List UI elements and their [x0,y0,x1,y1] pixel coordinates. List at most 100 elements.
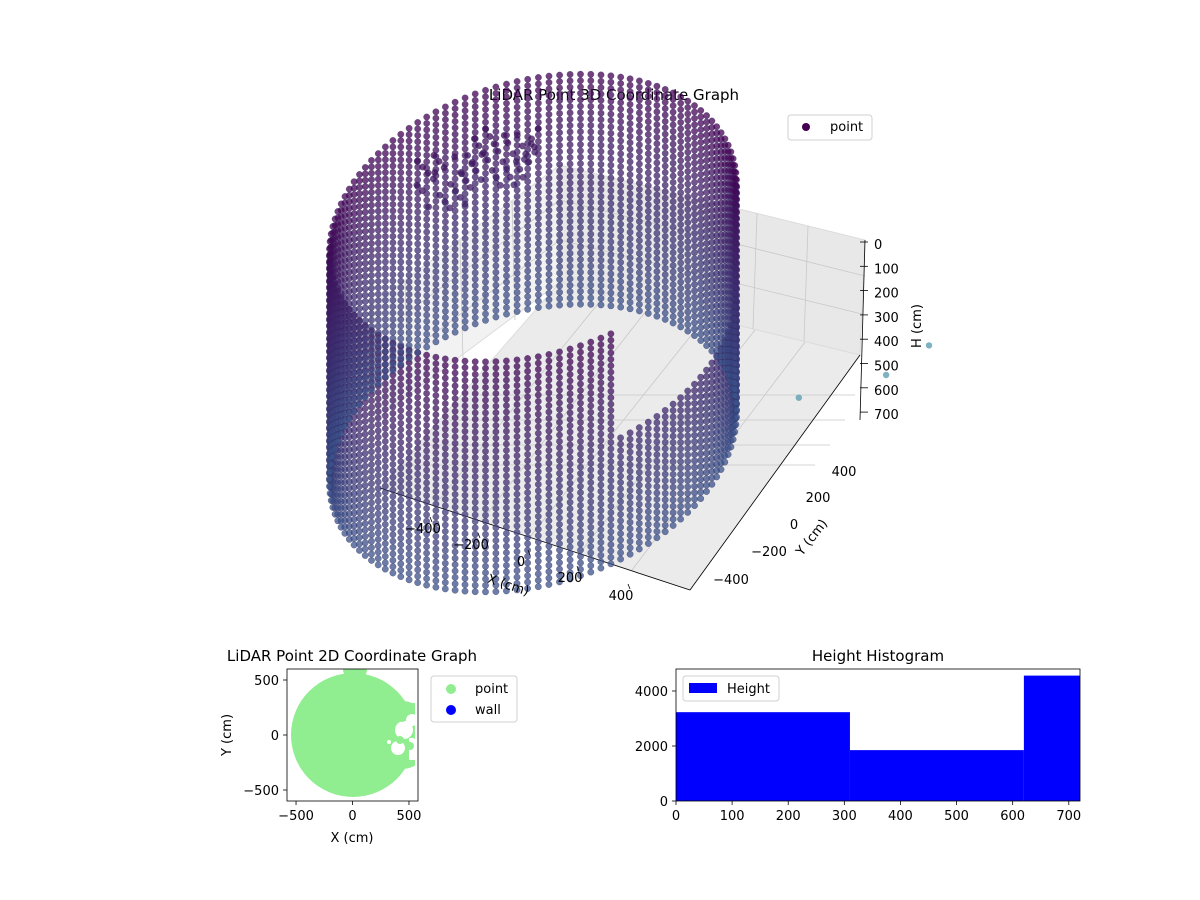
lidar-point [545,434,553,441]
lidar-point [492,102,500,110]
lidar-point [374,277,382,285]
lidar-point [697,418,705,426]
lidar-point [661,200,669,208]
lidar-point [566,396,574,404]
lidar-point [566,511,574,519]
lidar-point [492,96,500,104]
lidar-point [691,281,698,288]
lidar-point [566,147,574,155]
lidar-point [414,432,422,440]
lidar-point [502,498,510,505]
lidar-point [492,313,500,321]
lidar-point [534,436,542,444]
lidar-point [677,125,685,133]
lidar-point [556,276,564,283]
lidar-point [677,93,685,101]
lidar-point [545,414,553,422]
lidar-point [684,496,692,504]
lidar-point [697,279,705,287]
lidar-point [397,213,405,221]
lidar-point [423,286,431,293]
lidar-point [684,282,692,290]
lidar-point [503,195,510,203]
lidar-point [556,393,563,401]
lidar-point [374,258,382,266]
lidar-point [414,265,422,273]
lidar-point [482,112,489,120]
lidar-point [441,154,449,162]
lidar-point [405,246,413,254]
lidar-point [513,490,521,498]
lidar-point [577,533,584,541]
lidar-point [482,272,489,280]
lidar-point [635,288,643,296]
lidar-point [669,134,677,142]
lidar-point [607,206,615,214]
lidar-point [432,455,440,463]
lidar-point [389,467,397,475]
lidar-point [691,451,698,458]
lidar-point [661,489,669,497]
lidar-point [635,500,643,508]
lidar-point [414,240,422,248]
lidar-point [653,248,661,256]
lidar-point [697,183,705,191]
lidar-point [451,309,459,317]
lidar-point [451,503,459,511]
lidar-point [691,197,698,205]
lidar-point [356,177,363,185]
lidar-point [432,558,440,566]
lidar-point [374,452,382,460]
lidar-point [405,486,413,494]
lidar-point [556,90,564,98]
lidar-point [697,202,705,210]
lidar-point [397,130,405,138]
lidar-point [669,121,677,129]
lidar-point [566,377,574,385]
lidar-point [653,438,661,446]
lidar-point [374,348,382,356]
lidar-point [661,290,669,298]
lidar-point [482,409,489,417]
lidar-point [545,427,553,435]
lidar-point [414,566,422,574]
lidar-point [597,148,605,155]
lidar-point [423,247,431,255]
lidar-point [513,375,521,383]
lidar-point [607,490,615,497]
lidar-point [361,183,369,190]
lidar-point [677,419,685,427]
lidar-point [587,179,595,187]
lidar-point [461,266,469,274]
lidar-point [451,439,459,447]
lidar-point [461,190,469,198]
lidar-point [669,287,677,295]
lidar-point [374,548,382,556]
lidar-point [389,162,397,170]
lidar-point [432,325,440,333]
lidar-point [414,131,422,139]
lidar-point [703,488,710,495]
lidar-point [381,347,389,355]
lidar-point [482,377,489,385]
lidar-point [513,218,521,226]
lidar-point [597,288,605,296]
lidar-point [482,163,489,171]
lidar-point [423,441,431,448]
lidar-point [397,413,405,421]
lidar-point [397,341,405,349]
lidar-point [432,255,440,263]
lidar-point [534,576,542,584]
lidar-point [597,199,605,207]
lidar-point [684,193,692,201]
lidar-point [524,267,532,275]
lidar-point [503,125,510,133]
lidar-point [534,353,542,361]
lidar-point [545,162,553,170]
lidar-point [389,512,397,519]
lidar-point [545,91,553,99]
lidar-point [607,289,615,297]
lidar-point [432,178,440,186]
lidar-point [697,215,705,223]
lidar-point [482,588,489,596]
